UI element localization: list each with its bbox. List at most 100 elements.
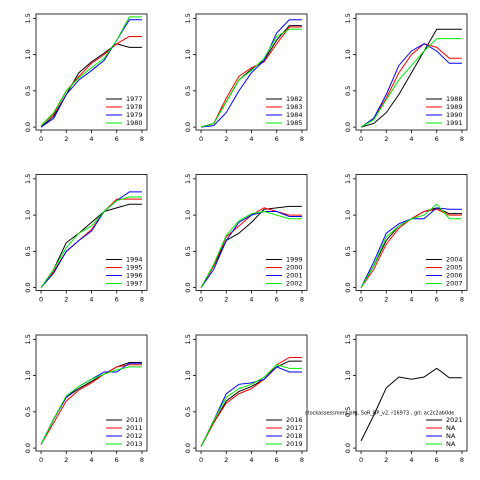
legend-label: 1990: [446, 111, 463, 119]
series-line: [360, 43, 462, 128]
x-tick-label: 2: [384, 296, 388, 304]
series-line: [40, 19, 142, 128]
legend-label: 1997: [126, 280, 143, 288]
x-tick-label: 0: [39, 456, 43, 464]
x-tick-label: 8: [140, 456, 144, 464]
x-tick-label: 8: [300, 296, 304, 304]
y-tick-label: 0.5: [344, 246, 352, 256]
y-tick-label: 1.0: [344, 370, 352, 380]
y-tick-label: 1.5: [184, 334, 192, 344]
series-line: [200, 19, 302, 128]
series-line: [360, 43, 462, 128]
x-tick-label: 0: [199, 296, 203, 304]
x-tick-label: 4: [89, 456, 93, 464]
legend-label: 2004: [446, 256, 463, 264]
y-tick-label: 0.5: [344, 86, 352, 96]
y-tick-label: 0.5: [184, 86, 192, 96]
x-tick-label: 0: [199, 135, 203, 143]
x-tick-label: 4: [409, 296, 413, 304]
y-tick-label: 1.0: [184, 210, 192, 220]
legend-label: 2006: [446, 272, 463, 280]
x-tick-label: 8: [300, 456, 304, 464]
x-tick-label: 2: [384, 456, 388, 464]
series-line: [40, 196, 142, 288]
y-tick-label: 1.5: [24, 13, 32, 23]
legend-label: 1991: [446, 119, 463, 127]
y-tick-label: 1.0: [24, 49, 32, 59]
series-line: [200, 210, 302, 288]
y-tick-label: 0.0: [184, 122, 192, 132]
series-line: [40, 366, 142, 445]
x-tick-label: 2: [64, 135, 68, 143]
x-tick-label: 6: [275, 456, 279, 464]
legend-label: 1994: [126, 256, 143, 264]
legend-label: 1995: [126, 264, 143, 272]
x-tick-label: 4: [89, 296, 93, 304]
legend-label: 2016: [286, 416, 303, 424]
series-line: [40, 364, 142, 445]
x-tick-label: 6: [275, 296, 279, 304]
series-line: [360, 28, 462, 128]
y-tick-label: 0.0: [184, 282, 192, 292]
x-tick-label: 8: [140, 135, 144, 143]
x-tick-label: 6: [115, 135, 119, 143]
legend-label: 2011: [126, 424, 143, 432]
legend-label: 2013: [126, 440, 143, 448]
x-tick-label: 0: [39, 296, 43, 304]
y-tick-label: 0.5: [344, 407, 352, 417]
legend-label: NA: [446, 424, 456, 432]
legend-label: 1983: [286, 103, 303, 111]
legend-label: 1982: [286, 95, 303, 103]
y-tick-label: 0.5: [184, 246, 192, 256]
series-line: [40, 43, 142, 128]
x-tick-label: 2: [224, 135, 228, 143]
x-tick-label: 2: [224, 456, 228, 464]
x-tick-label: 6: [115, 456, 119, 464]
y-tick-label: 0.0: [24, 282, 32, 292]
x-tick-label: 6: [435, 135, 439, 143]
x-tick-label: 8: [140, 296, 144, 304]
x-tick-label: 0: [359, 456, 363, 464]
series-line: [40, 203, 142, 288]
y-tick-label: 1.0: [344, 210, 352, 220]
x-tick-label: 8: [460, 456, 464, 464]
legend-label: 1980: [126, 119, 143, 127]
y-tick-label: 1.0: [344, 49, 352, 59]
annotation: stockassessment.org, SoR_BP_v2, r16973 ,…: [305, 411, 454, 417]
x-tick-label: 4: [249, 296, 253, 304]
x-tick-label: 8: [460, 296, 464, 304]
legend-label: 1984: [286, 111, 303, 119]
x-tick-label: 2: [64, 296, 68, 304]
x-tick-label: 6: [115, 296, 119, 304]
legend-label: 2010: [126, 416, 143, 424]
legend-label: 2019: [286, 440, 303, 448]
y-tick-label: 1.5: [184, 13, 192, 23]
x-tick-label: 6: [435, 456, 439, 464]
y-tick-label: 1.5: [184, 174, 192, 184]
y-tick-label: 0.0: [344, 122, 352, 132]
x-tick-label: 2: [384, 135, 388, 143]
legend-label: 2000: [286, 264, 303, 272]
legend-label: 2005: [446, 264, 463, 272]
y-tick-label: 1.0: [184, 49, 192, 59]
legend-label: 2007: [446, 280, 463, 288]
y-tick-label: 0.5: [24, 246, 32, 256]
series-line: [200, 364, 302, 447]
x-tick-label: 0: [39, 135, 43, 143]
x-tick-label: 0: [359, 135, 363, 143]
legend-label: 1985: [286, 119, 303, 127]
y-tick-label: 0.0: [24, 443, 32, 453]
y-tick-label: 0.0: [24, 122, 32, 132]
legend-label: NA: [446, 432, 456, 440]
series-line: [200, 366, 302, 447]
x-tick-label: 6: [435, 296, 439, 304]
x-tick-label: 0: [199, 456, 203, 464]
series-line: [360, 367, 462, 442]
legend-label: 1977: [126, 95, 143, 103]
series-line: [40, 191, 142, 288]
x-tick-label: 4: [249, 135, 253, 143]
y-tick-label: 0.5: [24, 86, 32, 96]
x-tick-label: 4: [409, 456, 413, 464]
y-tick-label: 0.0: [344, 282, 352, 292]
